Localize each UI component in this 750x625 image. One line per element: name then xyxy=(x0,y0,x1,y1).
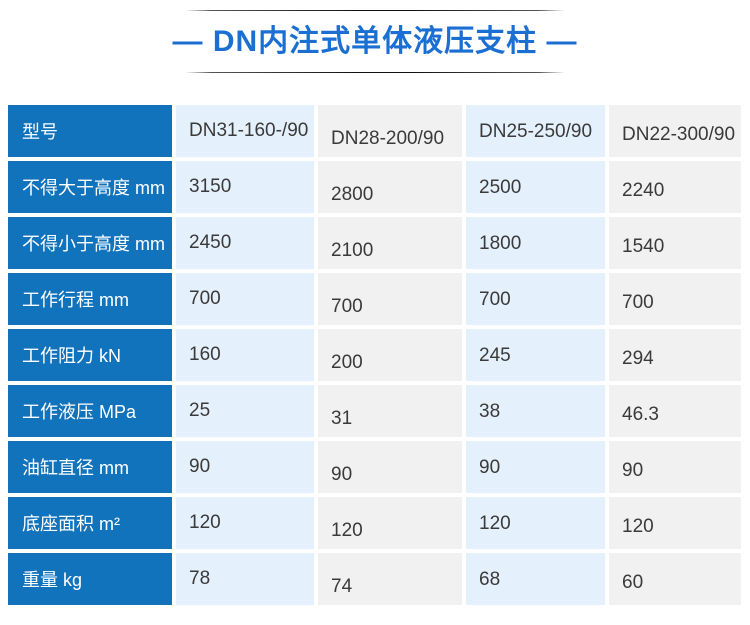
value-cell: 200 xyxy=(318,329,462,381)
value-cell: 3150 xyxy=(176,161,314,213)
row-label-cell-text: 工作阻力 kN xyxy=(22,346,121,366)
corner-header-cell: 型号 xyxy=(8,105,172,157)
value-cell: 46.3 xyxy=(609,385,741,437)
row-label-cell-text: 底座面积 m² xyxy=(22,514,120,534)
value-cell: 90 xyxy=(609,441,741,493)
value-cell: 700 xyxy=(176,273,314,325)
value-cell-text: 1800 xyxy=(479,233,522,254)
value-cell-text: 160 xyxy=(189,344,221,365)
value-cell-text: 1540 xyxy=(622,236,665,257)
value-cell: 74 xyxy=(318,553,462,605)
row-label-cell: 油缸直径 mm xyxy=(8,441,172,493)
value-cell: 120 xyxy=(466,497,605,549)
value-cell-text: 3150 xyxy=(189,176,232,197)
value-cell: 68 xyxy=(466,553,605,605)
value-cell: 1540 xyxy=(609,217,741,269)
value-cell-text: 74 xyxy=(331,576,353,597)
model-header-cell-text: DN28-200/90 xyxy=(331,128,445,149)
row-label-cell: 不得小于高度 mm xyxy=(8,217,172,269)
value-cell: 90 xyxy=(466,441,605,493)
model-header-cell: DN28-200/90 xyxy=(318,105,462,157)
value-cell: 31 xyxy=(318,385,462,437)
row-label-cell-text: 工作行程 mm xyxy=(22,290,129,310)
row-label-cell-text: 不得大于高度 mm xyxy=(22,178,165,198)
model-header-cell: DN25-250/90 xyxy=(466,105,605,157)
value-cell-text: 120 xyxy=(622,516,654,537)
value-cell: 700 xyxy=(466,273,605,325)
value-cell-text: 90 xyxy=(189,456,211,477)
value-cell-text: 60 xyxy=(622,572,644,593)
model-header-cell-text: DN25-250/90 xyxy=(479,121,593,142)
value-cell: 2240 xyxy=(609,161,741,213)
value-cell: 25 xyxy=(176,385,314,437)
corner-header-cell-text: 型号 xyxy=(22,122,58,142)
row-label-cell: 不得大于高度 mm xyxy=(8,161,172,213)
title-divider-bottom xyxy=(185,72,565,73)
value-cell-text: 200 xyxy=(331,352,363,373)
model-header-cell-text: DN31-160-/90 xyxy=(189,120,309,141)
value-cell-text: 90 xyxy=(331,464,353,485)
row-label-cell-text: 重量 kg xyxy=(22,570,83,590)
row-label-cell-text: 不得小于高度 mm xyxy=(22,234,165,254)
value-cell-text: 2100 xyxy=(331,240,374,261)
row-label-cell: 工作阻力 kN xyxy=(8,329,172,381)
model-header-cell: DN22-300/90 xyxy=(609,105,741,157)
value-cell: 1800 xyxy=(466,217,605,269)
value-cell: 2100 xyxy=(318,217,462,269)
value-cell-text: 700 xyxy=(622,292,654,313)
value-cell-text: 90 xyxy=(622,460,644,481)
value-cell-text: 700 xyxy=(479,289,511,310)
row-label-cell: 底座面积 m² xyxy=(8,497,172,549)
title-divider-top xyxy=(185,10,565,11)
value-cell: 60 xyxy=(609,553,741,605)
value-cell: 700 xyxy=(318,273,462,325)
value-cell: 90 xyxy=(318,441,462,493)
row-label-cell: 重量 kg xyxy=(8,553,172,605)
value-cell-text: 2450 xyxy=(189,232,232,253)
value-cell-text: 38 xyxy=(479,401,501,422)
row-label-cell: 工作液压 MPa xyxy=(8,385,172,437)
value-cell-text: 120 xyxy=(189,512,221,533)
value-cell: 294 xyxy=(609,329,741,381)
value-cell: 78 xyxy=(176,553,314,605)
value-cell-text: 78 xyxy=(189,568,211,589)
value-cell-text: 2240 xyxy=(622,180,665,201)
value-cell-text: 90 xyxy=(479,457,501,478)
model-header-cell: DN31-160-/90 xyxy=(176,105,314,157)
value-cell: 38 xyxy=(466,385,605,437)
spec-table: 型号 DN31-160-/90 DN28-200/90 DN25-250/90 DN22… xyxy=(8,105,750,605)
value-cell: 90 xyxy=(176,441,314,493)
value-cell: 700 xyxy=(609,273,741,325)
value-cell: 2500 xyxy=(466,161,605,213)
row-label-cell: 工作行程 mm xyxy=(8,273,172,325)
value-cell-text: 31 xyxy=(331,408,353,429)
model-header-cell-text: DN22-300/90 xyxy=(622,124,736,145)
value-cell: 120 xyxy=(318,497,462,549)
value-cell-text: 120 xyxy=(331,520,363,541)
value-cell-text: 68 xyxy=(479,569,501,590)
value-cell-text: 700 xyxy=(331,296,363,317)
value-cell: 160 xyxy=(176,329,314,381)
value-cell: 120 xyxy=(176,497,314,549)
value-cell: 2800 xyxy=(318,161,462,213)
value-cell: 245 xyxy=(466,329,605,381)
value-cell-text: 46.3 xyxy=(622,404,659,425)
row-label-cell-text: 油缸直径 mm xyxy=(22,458,129,478)
value-cell: 120 xyxy=(609,497,741,549)
value-cell-text: 245 xyxy=(479,345,511,366)
value-cell-text: 700 xyxy=(189,288,221,309)
value-cell-text: 2800 xyxy=(331,184,374,205)
row-label-cell-text: 工作液压 MPa xyxy=(22,402,137,422)
value-cell-text: 120 xyxy=(479,513,511,534)
value-cell-text: 2500 xyxy=(479,177,522,198)
value-cell: 2450 xyxy=(176,217,314,269)
value-cell-text: 25 xyxy=(189,400,211,421)
page-title: — DN内注式单体液压支柱 — xyxy=(172,25,578,58)
value-cell-text: 294 xyxy=(622,348,654,369)
